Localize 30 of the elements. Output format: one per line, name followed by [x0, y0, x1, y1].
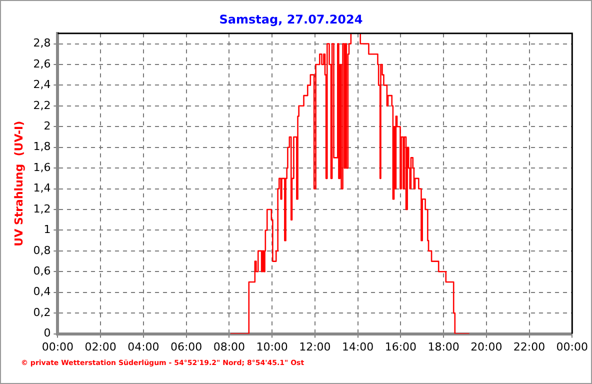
- x-tick-label: 08:00: [213, 340, 246, 354]
- x-tick-label: 16:00: [384, 340, 417, 354]
- x-tick-label: 22:00: [513, 340, 546, 354]
- y-tick-label: 2,4: [33, 78, 51, 92]
- y-tick-label: 2,2: [33, 98, 51, 112]
- y-tick-label: 0,8: [33, 244, 51, 257]
- y-tick-label: 1,4: [33, 182, 51, 195]
- y-tick-label: 2: [44, 119, 51, 132]
- x-tick-label: 14:00: [342, 340, 374, 354]
- x-tick-label: 00:00: [556, 340, 588, 354]
- x-tick-label: 06:00: [170, 340, 202, 354]
- y-axis-title: UV Strahlung (UV-I): [12, 120, 26, 246]
- y-tick-label: 1,8: [33, 140, 51, 154]
- y-tick-label: 0,2: [33, 306, 51, 319]
- y-tick-label: 0: [44, 326, 51, 340]
- x-tick-label: 04:00: [128, 340, 160, 354]
- y-tick-label: 1: [44, 223, 51, 236]
- y-tick-label: 2,8: [33, 36, 51, 50]
- chart-title: Samstag, 27.07.2024: [219, 12, 363, 26]
- y-tick-label: 2,6: [33, 57, 51, 70]
- x-tick-label: 02:00: [84, 340, 116, 354]
- y-tick-label: 1,2: [33, 202, 51, 216]
- y-tick-label: 0,4: [33, 285, 51, 298]
- x-tick-label: 00:00: [42, 340, 74, 354]
- x-tick-label: 12:00: [299, 340, 331, 354]
- y-tick-label: 0,6: [33, 264, 51, 278]
- x-tick-label: 10:00: [256, 340, 288, 354]
- x-tick-label: 20:00: [470, 340, 502, 354]
- y-tick-label: 1,6: [33, 160, 51, 174]
- x-tick-label: 18:00: [428, 340, 460, 354]
